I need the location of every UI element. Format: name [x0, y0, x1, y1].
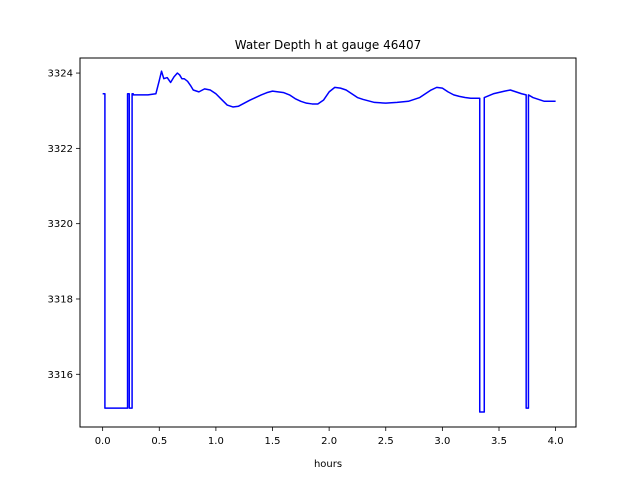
- x-axis-label: hours: [314, 459, 342, 470]
- x-tick-label: 3.0: [434, 436, 450, 447]
- x-tick-label: 1.0: [208, 436, 224, 447]
- y-tick-label: 3318: [48, 294, 73, 305]
- plot-frame: [79, 57, 577, 428]
- x-tick-label: 3.5: [491, 436, 507, 447]
- y-tick-label: 3324: [48, 69, 73, 80]
- x-tick-label: 4.0: [548, 436, 564, 447]
- y-tick-label: 3322: [48, 144, 73, 155]
- y-axis: 3316 3318 3320 3322 3324: [48, 69, 80, 381]
- y-tick-label: 3320: [48, 219, 73, 230]
- x-tick-label: 0.5: [151, 436, 167, 447]
- x-tick-label: 2.5: [378, 436, 394, 447]
- x-tick-label: 2.0: [321, 436, 337, 447]
- x-axis: 0.0 0.5 1.0 1.5 2.0 2.5 3.0 3.5 4.0: [95, 427, 564, 447]
- x-tick-label: 0.0: [95, 436, 111, 447]
- chart-title: Water Depth h at gauge 46407: [235, 38, 422, 52]
- x-tick-label: 1.5: [265, 436, 281, 447]
- series-line-1: [102, 70, 556, 413]
- y-tick-label: 3316: [48, 370, 73, 381]
- plot-area: [102, 70, 556, 413]
